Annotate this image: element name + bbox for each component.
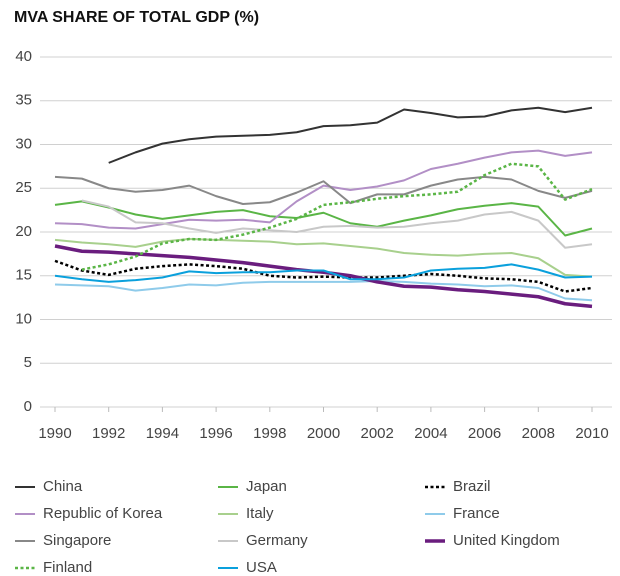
y-tick-label: 25 (15, 179, 32, 196)
y-tick-label: 10 (15, 310, 32, 327)
series-line (54, 149, 593, 230)
series-line (54, 280, 593, 302)
legend-label: Japan (246, 478, 287, 495)
legend-label: USA (246, 559, 277, 576)
x-tick-label: 1996 (199, 425, 232, 442)
x-tick-label: 2002 (361, 425, 394, 442)
y-tick-label: 40 (15, 48, 32, 65)
series-line (54, 200, 593, 237)
legend-label: France (453, 505, 500, 522)
y-tick-label: 0 (24, 398, 32, 415)
y-tick-label: 20 (15, 223, 32, 240)
x-tick-label: 2010 (575, 425, 608, 442)
series-line (81, 162, 593, 271)
series-line (54, 238, 593, 278)
legend-label: Finland (43, 559, 92, 576)
y-tick-label: 5 (24, 354, 32, 371)
legend-label: Singapore (43, 532, 111, 549)
series-line (54, 263, 593, 283)
legend-label: Brazil (453, 478, 491, 495)
legend-label: China (43, 478, 83, 495)
series-line (108, 106, 593, 164)
x-tick-label: 1990 (38, 425, 71, 442)
legend-label: Republic of Korea (43, 505, 163, 522)
y-tick-label: 35 (15, 92, 32, 109)
series-line (81, 199, 593, 249)
x-tick-label: 2004 (414, 425, 447, 442)
chart-title: MVA SHARE OF TOTAL GDP (%) (14, 9, 259, 26)
x-tick-label: 1998 (253, 425, 286, 442)
legend-label: Italy (246, 505, 274, 522)
x-tick-label: 2000 (307, 425, 340, 442)
legend-label: United Kingdom (453, 532, 560, 549)
x-tick-label: 1992 (92, 425, 125, 442)
y-tick-label: 15 (15, 267, 32, 284)
series-line (54, 259, 593, 293)
x-tick-label: 2008 (522, 425, 555, 442)
y-tick-label: 30 (15, 135, 32, 152)
legend-label: Germany (246, 532, 308, 549)
x-tick-label: 2006 (468, 425, 501, 442)
series-line (54, 244, 593, 309)
series-line (54, 175, 593, 205)
x-tick-label: 1994 (146, 425, 179, 442)
